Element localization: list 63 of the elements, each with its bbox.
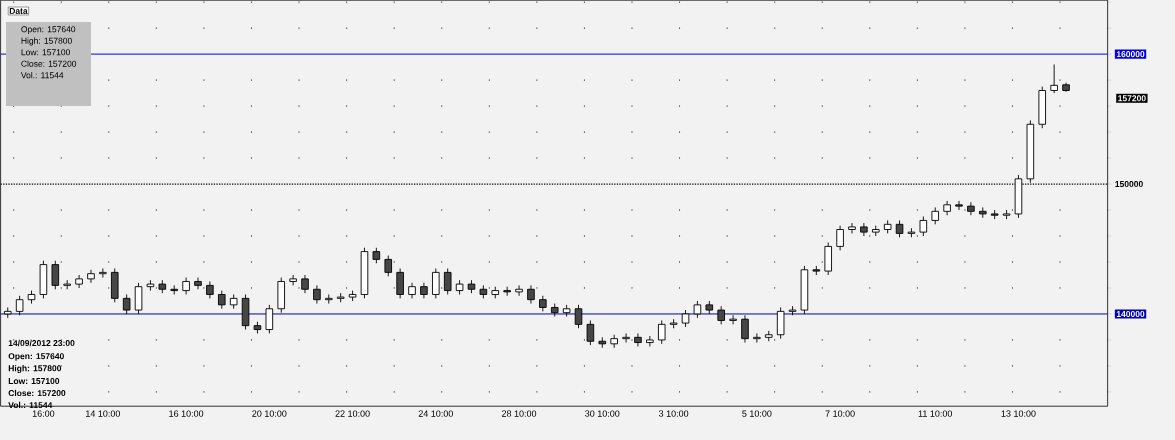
candlestick	[967, 201, 975, 216]
candlestick	[87, 269, 95, 284]
x-tick-label: 3 10:00	[658, 410, 689, 417]
candlestick	[729, 314, 737, 325]
candlestick	[51, 260, 60, 290]
x-tick-label: 14 10:00	[86, 410, 121, 417]
candlestick	[717, 305, 725, 325]
candlestick	[218, 290, 226, 310]
annotation: Data	[9, 8, 28, 14]
annotation: Open: 157640	[21, 26, 76, 34]
candlestick	[265, 304, 274, 334]
annotation: 14/09/2012 23:00	[8, 339, 75, 347]
candlestick	[860, 222, 868, 237]
candlestick	[15, 295, 24, 316]
annotation: Low: 157100	[8, 377, 60, 384]
candlestick	[622, 333, 630, 343]
candlestick	[122, 294, 131, 315]
candlestick	[919, 216, 928, 237]
annotation: Open: 157640	[8, 353, 64, 361]
annotation: Close: 157200	[8, 389, 66, 397]
candlestick	[443, 268, 452, 295]
x-tick-label: 13 10:00	[1001, 410, 1036, 417]
annotation: Low: 157100	[21, 49, 71, 56]
annotation: High: 157800	[8, 365, 62, 373]
candlestick	[955, 200, 963, 211]
x-tick-label: 28 10:00	[501, 410, 537, 417]
candlestick	[515, 284, 523, 297]
candlestick	[206, 281, 214, 299]
candlestick	[943, 200, 951, 216]
candlestick	[776, 307, 785, 340]
candlestick	[313, 284, 321, 305]
text: 157200	[1118, 95, 1146, 102]
y-tick-label: 140000	[1116, 310, 1145, 317]
x-tick-label: 5 10:00	[742, 410, 772, 417]
candlestick	[574, 304, 583, 329]
x-tick-label: 7 10:00	[825, 410, 855, 417]
candlestick	[1050, 64, 1058, 94]
candlestick	[289, 274, 297, 286]
x-tick-label: 11 10:00	[918, 410, 953, 417]
annotation: Vol.: 11544	[20, 72, 64, 79]
annotation: High: 157800	[21, 37, 72, 46]
annotation: Vol.: 11544	[8, 401, 53, 409]
candlestick	[527, 284, 535, 305]
candlestick	[657, 320, 666, 345]
candlestick	[325, 294, 333, 305]
x-tick-label: 16:00	[32, 410, 55, 417]
candlestick	[134, 282, 143, 315]
x-tick-label: 20 10:00	[252, 410, 287, 417]
candlestick	[848, 222, 856, 234]
candlestick	[99, 268, 107, 279]
candlestick	[741, 314, 749, 343]
x-tick-label: 24 10:00	[418, 410, 453, 417]
candlestick	[384, 255, 393, 277]
x-tick-label: 16 10:00	[169, 410, 204, 417]
candlestick	[836, 225, 844, 251]
y-tick-label: 160000	[1116, 51, 1145, 58]
y-tick-label: 150000	[1115, 181, 1143, 188]
x-tick-label: 30 10:00	[585, 410, 620, 417]
candlestick	[194, 277, 202, 290]
candlestick	[75, 274, 83, 289]
x-tick-label: 22 10:00	[335, 410, 370, 417]
annotation: Close: 157200	[21, 60, 77, 67]
candlestick	[753, 333, 761, 343]
